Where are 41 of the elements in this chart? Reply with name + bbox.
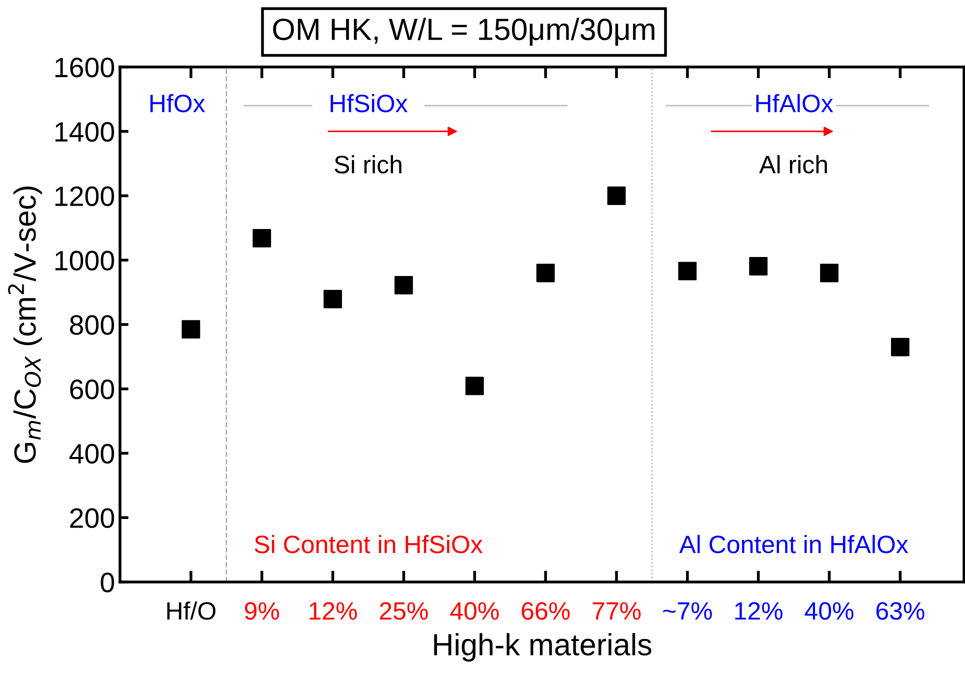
chart-title: OM HK, W/L = 150μm/30μm [273,18,654,46]
x-tick-label: 25% [380,602,428,620]
x-axis-title: High-k materials [434,633,652,662]
point [394,276,413,294]
x-tick-label: 63% [876,602,924,620]
y-tick-label: 1400 [55,122,114,142]
annotation: Si Content in HfSiOx [254,534,483,554]
annotation: HfOx [150,94,206,112]
point [536,264,555,282]
point [465,376,484,396]
y-tick-label: 600 [70,380,114,400]
x-tick-label: 66% [522,602,570,620]
point [891,338,910,356]
annotation: Al Content in HfAlOx [679,534,908,554]
x-tick-label: ~7% [663,602,712,620]
point [678,262,697,280]
y-tick-label: 1200 [55,186,114,206]
annotation: Al rich [759,155,827,174]
y-tick-label: 400 [69,444,114,464]
point [182,320,200,339]
point [820,264,838,282]
point [749,257,768,276]
x-tick-label: 12% [310,602,357,620]
y-tick-label: 0 [100,572,114,592]
y-axis-title: G$_{m}$/C$_{OX}$ (cm$^{2}$/V-sec) [8,186,42,463]
x-tick-label: 40% [450,602,499,620]
x-tick-label: 40% [804,602,854,620]
y-tick-label: 1600 [55,58,114,78]
point [607,186,626,205]
point [324,290,342,308]
x-tick-label: 77% [592,602,641,620]
x-tick-label: Hf/O [167,601,216,620]
x-tick-label: 12% [735,602,782,620]
point [252,229,272,248]
x-tick-label: 9% [244,602,280,620]
y-tick-label: 1000 [55,250,114,270]
annotation: Si rich [334,155,402,174]
y-tick-label: 800 [70,315,114,335]
y-tick-label: 200 [70,508,114,528]
annotation: HfSiOx [330,94,408,112]
annotation: HfAlOx [756,94,834,112]
